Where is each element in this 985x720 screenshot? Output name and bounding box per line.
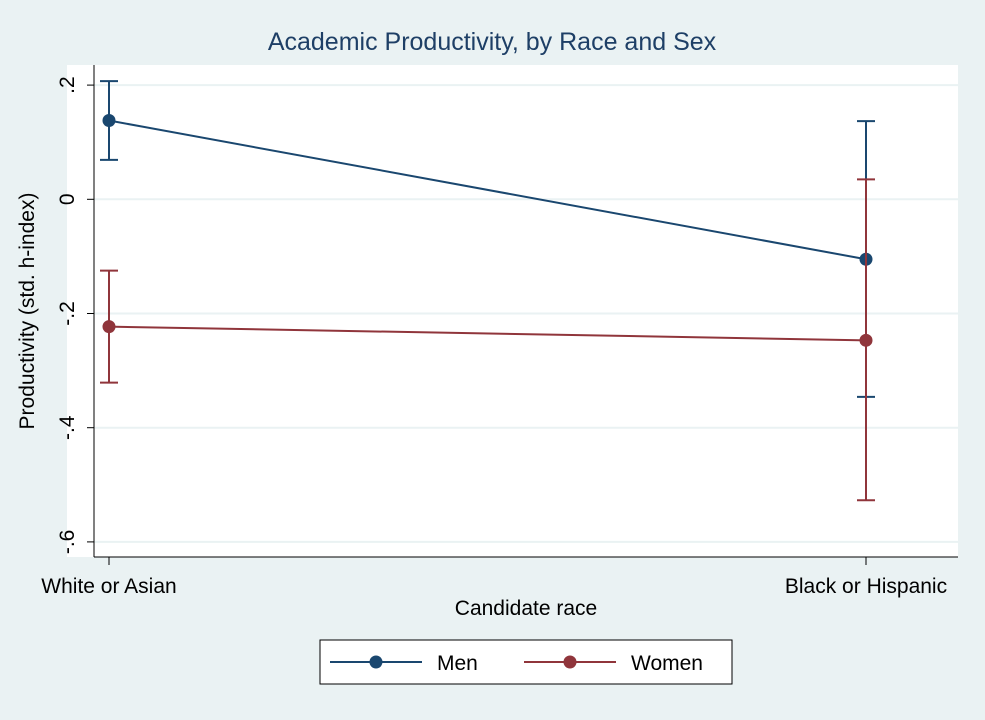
legend-marker [369, 655, 383, 669]
y-tick-label: 0 [56, 193, 79, 205]
legend-marker [563, 655, 577, 669]
gridlines [94, 84, 958, 543]
y-tick-label: -.4 [56, 415, 79, 440]
x-ticks: White or Asian Black or Hispanic [41, 557, 947, 598]
chart-title: Academic Productivity, by Race and Sex [268, 28, 717, 56]
y-tick-label: .2 [56, 76, 79, 94]
x-tick-label: White or Asian [41, 575, 176, 598]
series-line [108, 119, 867, 261]
data-point [102, 320, 116, 334]
y-tick-label: -.6 [56, 530, 79, 555]
y-ticks: .2 0 -.2 -.4 -.6 [56, 76, 94, 554]
x-tick-label: Black or Hispanic [785, 575, 947, 598]
legend-label: Women [631, 652, 703, 675]
y-axis-label: Productivity (std. h-index) [16, 193, 39, 430]
data-point [859, 333, 873, 347]
legend-items: Men Women [330, 652, 703, 675]
legend-label: Men [437, 652, 478, 675]
series-line [108, 325, 867, 342]
series-women [100, 178, 875, 502]
x-axis-label: Candidate race [455, 597, 597, 620]
data-point [102, 114, 116, 128]
series [100, 80, 875, 502]
plot-area [67, 65, 958, 557]
y-tick-label: -.2 [56, 301, 79, 326]
